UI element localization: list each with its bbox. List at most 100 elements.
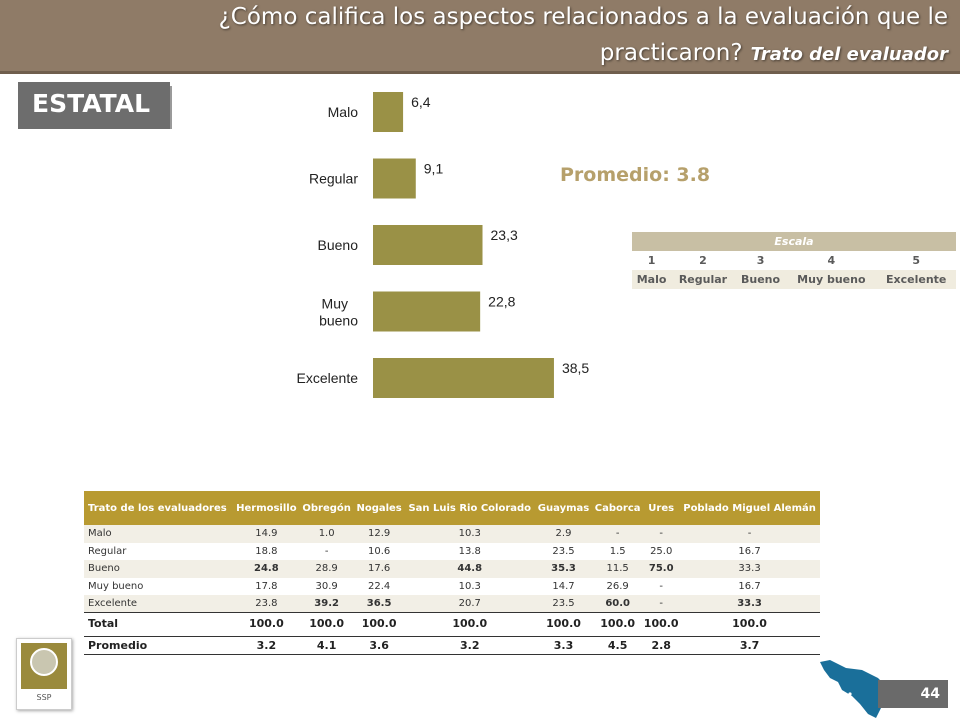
table-cell: 14.9 [233,525,300,543]
table-cell: 3.6 [353,636,405,656]
column-header: Obregón [299,491,354,525]
table-corner-header: Trato de los evaluadores [84,491,234,525]
logo-text: SSP [36,693,52,702]
table-cell: 24.8 [233,560,300,578]
table-cell: 3.2 [233,636,300,656]
table-cell: 11.5 [592,560,644,578]
table-cell: 23.5 [534,595,593,613]
table-cell: 3.7 [679,636,820,656]
table-cell: 75.0 [643,560,680,578]
column-header: San Luis Rio Colorado [404,491,535,525]
title-line-2-text: practicaron? [599,40,743,66]
table-cell: - [643,577,680,596]
table-cell: 33.3 [679,595,820,613]
table-cell: - [643,595,680,613]
table-cell: 20.7 [404,595,535,613]
value-label-malo: 6,4 [411,94,431,110]
table-cell: 3.2 [404,636,535,656]
table-cell: 13.8 [404,542,535,561]
promedio-label: Promedio: 3.8 [560,164,711,186]
category-label-excelente: Excelente [297,370,359,386]
category-label-regular: Regular [309,171,358,187]
table-row: Regular 18.8-10.6 13.8 23.5 1.5 25.0 16.7 [84,542,820,561]
table-cell: 4.1 [299,636,354,656]
table-cell: 100.0 [592,612,644,633]
table-row: Excelente 23.8 39.2 36.5 20.7 23.5 60.0-33.3 [84,595,820,613]
bar-bueno [373,225,483,265]
table-cell: 12.9 [353,525,405,543]
row-label: Regular [84,542,234,561]
table-cell: 4.5 [592,636,644,656]
title-line-2: practicaron? Trato del evaluador [600,40,948,66]
scale-number: 4 [786,251,877,270]
scale-labels-row: Malo Regular Bueno Muy bueno Excelente [632,270,956,289]
bar-malo [373,92,404,132]
seal-emblem [30,648,58,676]
column-header: Hermosillo [233,491,300,525]
table-row: Bueno 24.8 28.9 17.6 44.8 35.3 11.5 75.0 33.3 [84,560,820,578]
table-cell: 16.7 [679,542,820,561]
value-label-muy-bueno: 22,8 [488,294,515,310]
table-cell: 10.6 [353,542,405,561]
table-cell: 25.0 [643,542,680,561]
table-cell: 28.9 [299,560,354,578]
scale-number: 1 [632,251,672,270]
table-row: Total 100.0 100.0 100.0 100.0 100.0 100.0 100.0… [84,612,820,633]
column-header: Caborca [592,491,644,525]
row-label: Malo [84,525,234,543]
table-cell: 16.7 [679,577,820,596]
table-row: Malo 14.9 1.0 12.9 10.3 2.9- - - [84,525,820,543]
table-cell: 2.8 [643,636,680,656]
value-label-excelente: 38,5 [562,360,589,376]
table-cell: 100.0 [404,612,535,633]
table-cell: 18.8 [233,542,300,561]
table-cell: - [299,542,354,561]
table-cell: 26.9 [592,577,644,596]
column-header: Ures [643,491,680,525]
table-row: Promedio 3.2 4.1 3.6 3.2 3.3 4.5 2.8 3.7 [84,636,820,656]
bar-regular [373,158,416,199]
table-cell: 17.6 [353,560,405,578]
column-header: Poblado Miguel Alemán [679,491,820,525]
scale-label: Bueno [734,270,787,289]
sonora-map-icon [820,660,888,718]
page-number: 44 [878,680,948,708]
table-cell: 1.0 [299,525,354,543]
table-cell: 3.3 [534,636,593,656]
table-cell: 23.8 [233,595,300,613]
table-cell: 10.3 [404,525,535,543]
table-cell: 100.0 [299,612,354,633]
scale-number: 2 [671,251,735,270]
table-row: Muy bueno 17.8 30.9 22.4 10.3 14.7 26.9-16.7 [84,577,820,596]
category-label-malo: Malo [328,104,359,120]
value-label-regular: 9,1 [424,161,444,177]
table-cell: 36.5 [353,595,405,613]
table-cell: 39.2 [299,595,354,613]
table-cell: 35.3 [534,560,593,578]
table-cell: 100.0 [534,612,593,633]
title-line-1: ¿Cómo califica los aspectos relacionados… [218,4,948,30]
table-cell: 23.5 [534,542,593,561]
category-label-bueno: Bueno [318,237,359,253]
row-label: Muy bueno [84,577,234,596]
row-label: Excelente [84,595,234,613]
table-cell: 10.3 [404,577,535,596]
row-label: Promedio [84,636,234,656]
table-cell: 17.8 [233,577,300,596]
value-label-bueno: 23,3 [491,227,518,243]
table-cell: - [679,525,820,543]
table-cell: 14.7 [534,577,593,596]
ssp-logo: SSP [16,638,72,710]
table-cell: 22.4 [353,577,405,596]
title-subtitle: Trato del evaluador [750,44,948,65]
header-bar: ¿Cómo califica los aspectos relacionados… [0,0,960,74]
table-cell: 44.8 [404,560,535,578]
scale-number: 5 [876,251,956,270]
scale-label: Muy bueno [786,270,877,289]
region-badge: ESTATAL [18,82,170,129]
scale-label: Excelente [876,270,956,289]
table-cell: 1.5 [592,542,644,561]
